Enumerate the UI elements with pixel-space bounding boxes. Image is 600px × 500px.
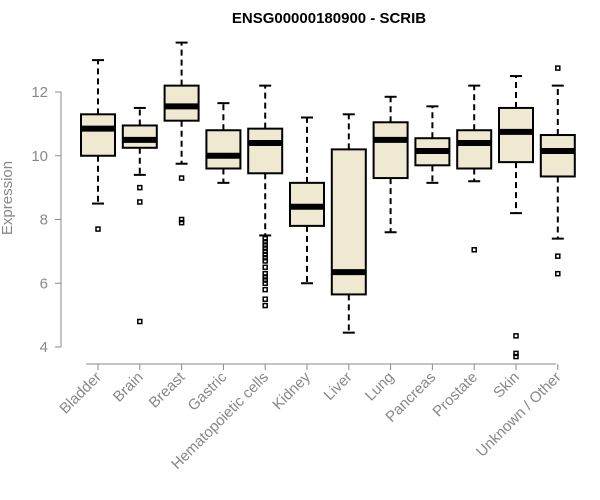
outlier-point [513, 333, 519, 339]
category-label: Skin [490, 369, 523, 402]
box-group [372, 95, 409, 234]
outlier-point [95, 226, 101, 232]
outlier-point [137, 318, 143, 325]
box-iqr [247, 127, 284, 175]
category-label: Breast [146, 368, 189, 411]
outlier-point [137, 184, 143, 191]
outlier-point [262, 248, 268, 255]
outlier-point [262, 277, 268, 283]
box-group [456, 84, 493, 253]
outlier-point [262, 274, 268, 280]
box-iqr [163, 84, 200, 122]
outlier-point [137, 199, 143, 205]
outlier-point [262, 264, 268, 271]
outlier-point [471, 247, 477, 253]
outlier-point [262, 242, 268, 248]
chart-title: ENSG00000180900 - SCRIB [232, 10, 426, 27]
outlier-point [262, 302, 268, 309]
y-ticks: 4 6 8 10 12 [31, 84, 61, 356]
outlier-point [262, 296, 268, 302]
box-group [205, 102, 242, 184]
outlier-point [262, 251, 268, 258]
outlier-point [178, 175, 185, 181]
outlier-point [555, 270, 561, 277]
box-iqr [121, 124, 158, 149]
category-label: Liver [321, 369, 356, 404]
category-label: Bladder [56, 369, 105, 418]
outlier-point [262, 255, 268, 261]
y-tick-label: 6 [40, 275, 48, 292]
outlier-point [555, 65, 561, 71]
box-group [121, 106, 158, 325]
outlier-point [262, 286, 268, 293]
outlier-point [513, 353, 519, 360]
outlier-point [262, 270, 268, 277]
box-group [330, 113, 367, 334]
category-label: Prostate [429, 369, 481, 421]
box-iqr [498, 106, 534, 164]
y-tick-label: 12 [31, 84, 48, 101]
box-group [247, 84, 284, 309]
outlier-point [178, 216, 185, 223]
box-group [80, 59, 116, 232]
box-group [289, 116, 325, 285]
outlier-point [555, 253, 561, 259]
outlier-point [513, 350, 519, 357]
box-iqr [539, 134, 576, 178]
outlier-point [178, 219, 185, 226]
category-label: Brain [110, 369, 147, 406]
y-tick-label: 4 [40, 339, 48, 356]
y-tick-label: 10 [31, 148, 48, 165]
box-iqr [205, 129, 242, 170]
box-group [163, 41, 200, 226]
box-iqr [372, 121, 409, 180]
box-group [414, 105, 451, 184]
box-iqr [80, 113, 116, 157]
outlier-point [262, 245, 268, 251]
outlier-point [262, 280, 268, 286]
outlier-point [262, 258, 268, 264]
boxes [80, 41, 576, 360]
box-iqr [456, 129, 493, 170]
y-tick-label: 8 [40, 212, 48, 229]
box-group [498, 75, 534, 360]
box-group [539, 65, 576, 277]
category-label: Lung [362, 369, 398, 405]
outlier-point [262, 235, 268, 242]
y-axis-label: Expression [0, 161, 16, 235]
outlier-point [262, 239, 268, 245]
category-label: Kidney [269, 368, 314, 413]
